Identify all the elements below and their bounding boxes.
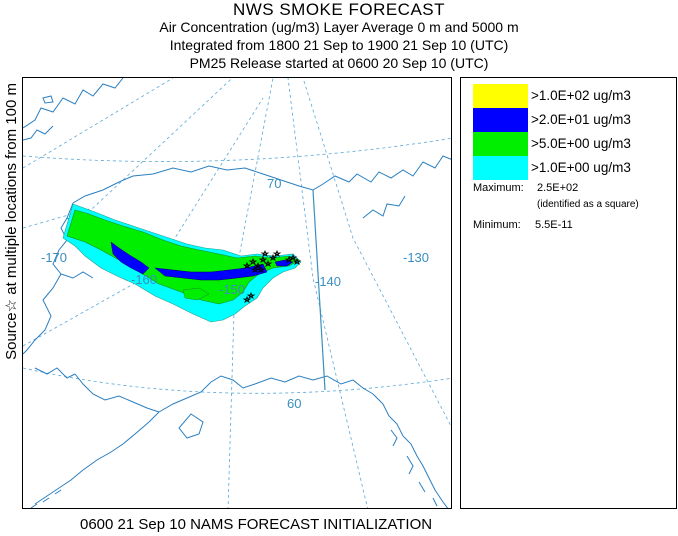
southeast-islands <box>390 429 438 507</box>
coastlines <box>23 78 451 508</box>
us-canada-border <box>312 189 326 391</box>
norton-sound <box>60 271 94 279</box>
legend-panel: >1.0E+02 ug/m3 >2.0E+01 ug/m3 >5.0E+00 u… <box>460 77 677 509</box>
source-star <box>288 253 298 261</box>
source-star <box>268 253 278 261</box>
alaska-north-coast <box>72 165 324 204</box>
minimum-label: Minimum: <box>473 219 521 231</box>
maximum-value: 2.5E+02 <box>537 182 579 194</box>
source-markers <box>242 249 302 303</box>
meridian-160 <box>23 97 264 347</box>
source-star <box>263 259 273 267</box>
canada-arctic-coast <box>322 155 451 185</box>
chukotka-coast <box>23 78 124 129</box>
source-star <box>256 265 266 273</box>
parallel-60 <box>23 367 451 394</box>
grid-label-lon-150: -150 <box>219 282 245 297</box>
meridian-130 <box>302 78 451 428</box>
meridian-170 <box>23 78 233 229</box>
integration-period: Integrated from 1800 21 Sep to 1900 21 S… <box>169 37 509 53</box>
gulf-of-alaska-coast <box>254 375 374 395</box>
maximum-label: Maximum: <box>473 182 524 194</box>
graticule <box>23 78 451 508</box>
parallel-70 <box>23 137 451 162</box>
legend-swatch-yellow <box>473 84 528 108</box>
plume-level-4-spot <box>182 287 210 301</box>
legend-label-100: >1.0E+02 ug/m3 <box>531 88 631 103</box>
meridian-140 <box>287 78 368 508</box>
smoke-plume <box>62 203 302 323</box>
alaska-west-coast <box>23 202 74 355</box>
meridian-180 <box>23 78 174 169</box>
legend-swatch-cyan <box>473 156 528 180</box>
chukotka-south <box>23 125 54 141</box>
source-label-text: Source☆ at multiple locations from 100 m <box>3 83 20 360</box>
yukon-delta <box>34 367 76 379</box>
aleutian-islands <box>30 489 62 508</box>
source-star <box>242 261 252 269</box>
source-star <box>248 257 258 265</box>
map-panel[interactable]: -170 -160 -150 -140 -130 70 60 <box>22 77 452 509</box>
southeast-alaska <box>372 393 449 508</box>
map-title: NWS SMOKE FORECAST <box>232 0 446 19</box>
source-star <box>272 249 282 257</box>
forecast-initialization: 0600 21 Sep 10 NAMS FORECAST INITIALIZAT… <box>80 516 433 533</box>
legend-swatch-blue <box>473 108 528 132</box>
legend-label-5: >5.0E+00 ug/m3 <box>531 136 631 151</box>
grid-label-lon-130: -130 <box>403 250 429 265</box>
grid-labels: -170 -160 -150 -140 -130 70 60 <box>41 176 429 411</box>
legend-swatch-green <box>473 132 528 156</box>
grid-label-lat-60: 60 <box>287 396 301 411</box>
plume-level-3-west <box>110 241 150 275</box>
grid-label-lon-140: -140 <box>315 274 341 289</box>
plume-level-3-center <box>154 263 268 281</box>
source-star <box>260 249 270 257</box>
bristol-bay <box>74 373 160 413</box>
source-star <box>253 261 263 269</box>
st-lawrence-island <box>42 95 54 104</box>
source-star <box>250 265 260 273</box>
source-star <box>242 295 252 303</box>
legend-label-20: >2.0E+01 ug/m3 <box>531 112 631 127</box>
kenai-kodiak <box>178 413 204 439</box>
meridian-150 <box>227 78 274 508</box>
grid-label-lon-170: -170 <box>41 250 67 265</box>
alaska-peninsula <box>34 411 160 505</box>
alaska-smoke-map: -170 -160 -150 -140 -130 70 60 <box>23 78 451 508</box>
source-star <box>292 257 302 265</box>
canada-inlets <box>362 195 406 219</box>
minimum-value: 5.5E-11 <box>535 219 573 231</box>
release-start: PM25 Release started at 0600 20 Sep 10 (… <box>189 55 489 71</box>
cook-inlet <box>158 375 256 413</box>
grid-label-lon-160: -160 <box>131 272 157 287</box>
source-star <box>246 291 256 299</box>
grid-label-lat-70: 70 <box>267 176 281 191</box>
concentration-subtitle: Air Concentration (ug/m3) Layer Average … <box>159 19 519 35</box>
legend-label-1: >1.0E+00 ug/m3 <box>531 160 631 175</box>
source-star <box>258 255 268 263</box>
maximum-note: (identified as a square) <box>537 199 639 210</box>
